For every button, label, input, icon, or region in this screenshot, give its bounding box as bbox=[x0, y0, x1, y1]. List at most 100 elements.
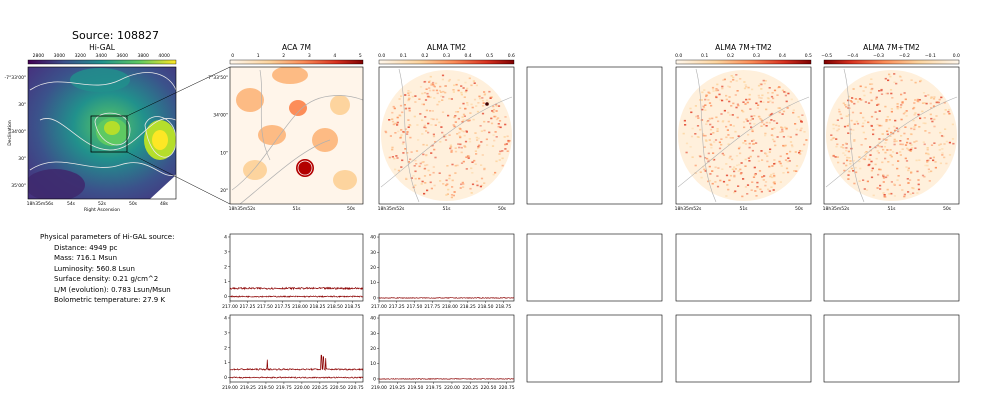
noise-speckle bbox=[760, 190, 763, 193]
y-tick-label: 20 bbox=[370, 346, 376, 352]
bright-pixel bbox=[485, 102, 489, 106]
noise-speckle bbox=[408, 109, 411, 112]
noise-speckle bbox=[424, 116, 427, 118]
colorbar-tick-label: −0.4 bbox=[847, 53, 858, 59]
y-tick-label: 30" bbox=[18, 102, 26, 108]
noise-speckle bbox=[869, 83, 872, 85]
noise-speckle bbox=[918, 99, 921, 101]
noise-speckle bbox=[906, 138, 909, 140]
noise-speckle bbox=[943, 156, 946, 159]
noise-speckle bbox=[904, 144, 908, 146]
noise-speckle bbox=[479, 185, 482, 188]
spectrum-series-1 bbox=[229, 354, 364, 372]
colorbar-tick-label: 3000 bbox=[54, 53, 66, 59]
noise-speckle bbox=[852, 170, 855, 172]
spectrum-panel-3 bbox=[228, 314, 364, 384]
noise-speckle bbox=[928, 180, 931, 182]
noise-speckle bbox=[700, 99, 703, 101]
empty-spectrum-panel bbox=[675, 233, 812, 302]
noise-speckle bbox=[846, 156, 849, 159]
x-tick-label: 218.50 bbox=[327, 304, 343, 310]
noise-speckle bbox=[456, 111, 460, 113]
aca-emission-blob bbox=[289, 100, 307, 116]
noise-speckle bbox=[903, 92, 906, 94]
noise-speckle bbox=[786, 160, 789, 163]
noise-speckle bbox=[848, 107, 851, 109]
noise-speckle bbox=[761, 176, 764, 178]
map-title-3: ALMA TM2 bbox=[427, 43, 466, 52]
x-tick-label: 18h35m56s bbox=[27, 201, 54, 207]
noise-speckle bbox=[941, 154, 944, 156]
noise-speckle bbox=[411, 159, 414, 162]
noise-speckle bbox=[725, 174, 729, 177]
noise-speckle bbox=[731, 168, 734, 171]
noise-speckle bbox=[886, 174, 889, 177]
colorbar-tick-label: 4 bbox=[333, 53, 336, 59]
noise-speckle bbox=[793, 170, 796, 172]
noise-speckle bbox=[859, 167, 862, 170]
noise-speckle bbox=[892, 151, 895, 153]
noise-speckle bbox=[483, 167, 486, 170]
noise-speckle bbox=[466, 104, 469, 106]
noise-speckle bbox=[732, 76, 735, 79]
noise-speckle bbox=[423, 81, 426, 83]
noise-speckle bbox=[763, 175, 766, 177]
noise-speckle bbox=[702, 106, 706, 109]
noise-speckle bbox=[404, 148, 407, 150]
noise-speckle bbox=[432, 118, 435, 121]
noise-speckle bbox=[467, 157, 470, 159]
noise-speckle bbox=[735, 106, 738, 109]
noise-speckle bbox=[773, 174, 776, 177]
noise-speckle bbox=[890, 155, 893, 158]
noise-speckle bbox=[708, 179, 712, 182]
map-body-4 bbox=[676, 67, 811, 204]
noise-speckle bbox=[907, 191, 910, 193]
noise-speckle bbox=[728, 100, 731, 103]
noise-speckle bbox=[951, 138, 955, 140]
noise-speckle bbox=[454, 150, 458, 153]
noise-speckle bbox=[751, 140, 754, 142]
noise-speckle bbox=[762, 179, 765, 181]
noise-speckle bbox=[475, 136, 478, 139]
noise-speckle bbox=[490, 117, 493, 120]
noise-speckle bbox=[895, 127, 898, 129]
noise-speckle bbox=[875, 96, 878, 99]
noise-speckle bbox=[900, 93, 903, 96]
noise-speckle bbox=[926, 147, 929, 149]
noise-speckle bbox=[872, 133, 875, 136]
noise-speckle bbox=[789, 150, 792, 153]
noise-speckle bbox=[703, 89, 706, 91]
noise-speckle bbox=[891, 97, 894, 99]
y-tick-label: -7°33'00" bbox=[5, 75, 27, 81]
noise-speckle bbox=[893, 125, 896, 128]
noise-speckle bbox=[726, 129, 729, 131]
noise-speckle bbox=[944, 109, 947, 111]
x-tick-label: 50s bbox=[795, 206, 804, 212]
noise-speckle bbox=[707, 180, 710, 183]
noise-speckle bbox=[708, 165, 711, 168]
noise-speckle bbox=[725, 195, 728, 197]
colorbar-tick-label: 0.1 bbox=[400, 53, 407, 59]
noise-speckle bbox=[709, 123, 712, 126]
noise-speckle bbox=[896, 107, 899, 110]
noise-speckle bbox=[424, 164, 427, 167]
noise-speckle bbox=[453, 116, 456, 119]
noise-speckle bbox=[880, 88, 883, 91]
x-tick-label: 52s bbox=[98, 201, 107, 207]
noise-speckle bbox=[449, 146, 453, 148]
noise-speckle bbox=[434, 124, 437, 126]
noise-speckle bbox=[760, 83, 763, 86]
noise-speckle bbox=[384, 130, 387, 133]
noise-speckle bbox=[454, 164, 457, 167]
noise-speckle bbox=[451, 163, 454, 166]
noise-speckle bbox=[761, 159, 764, 161]
noise-speckle bbox=[419, 162, 422, 165]
noise-speckle bbox=[853, 182, 856, 185]
noise-speckle bbox=[481, 97, 484, 99]
noise-speckle bbox=[830, 139, 833, 141]
noise-speckle bbox=[421, 92, 424, 95]
noise-speckle bbox=[930, 96, 933, 99]
noise-speckle bbox=[901, 102, 904, 104]
y-tick-label: 2 bbox=[224, 345, 227, 351]
noise-speckle bbox=[883, 195, 886, 198]
